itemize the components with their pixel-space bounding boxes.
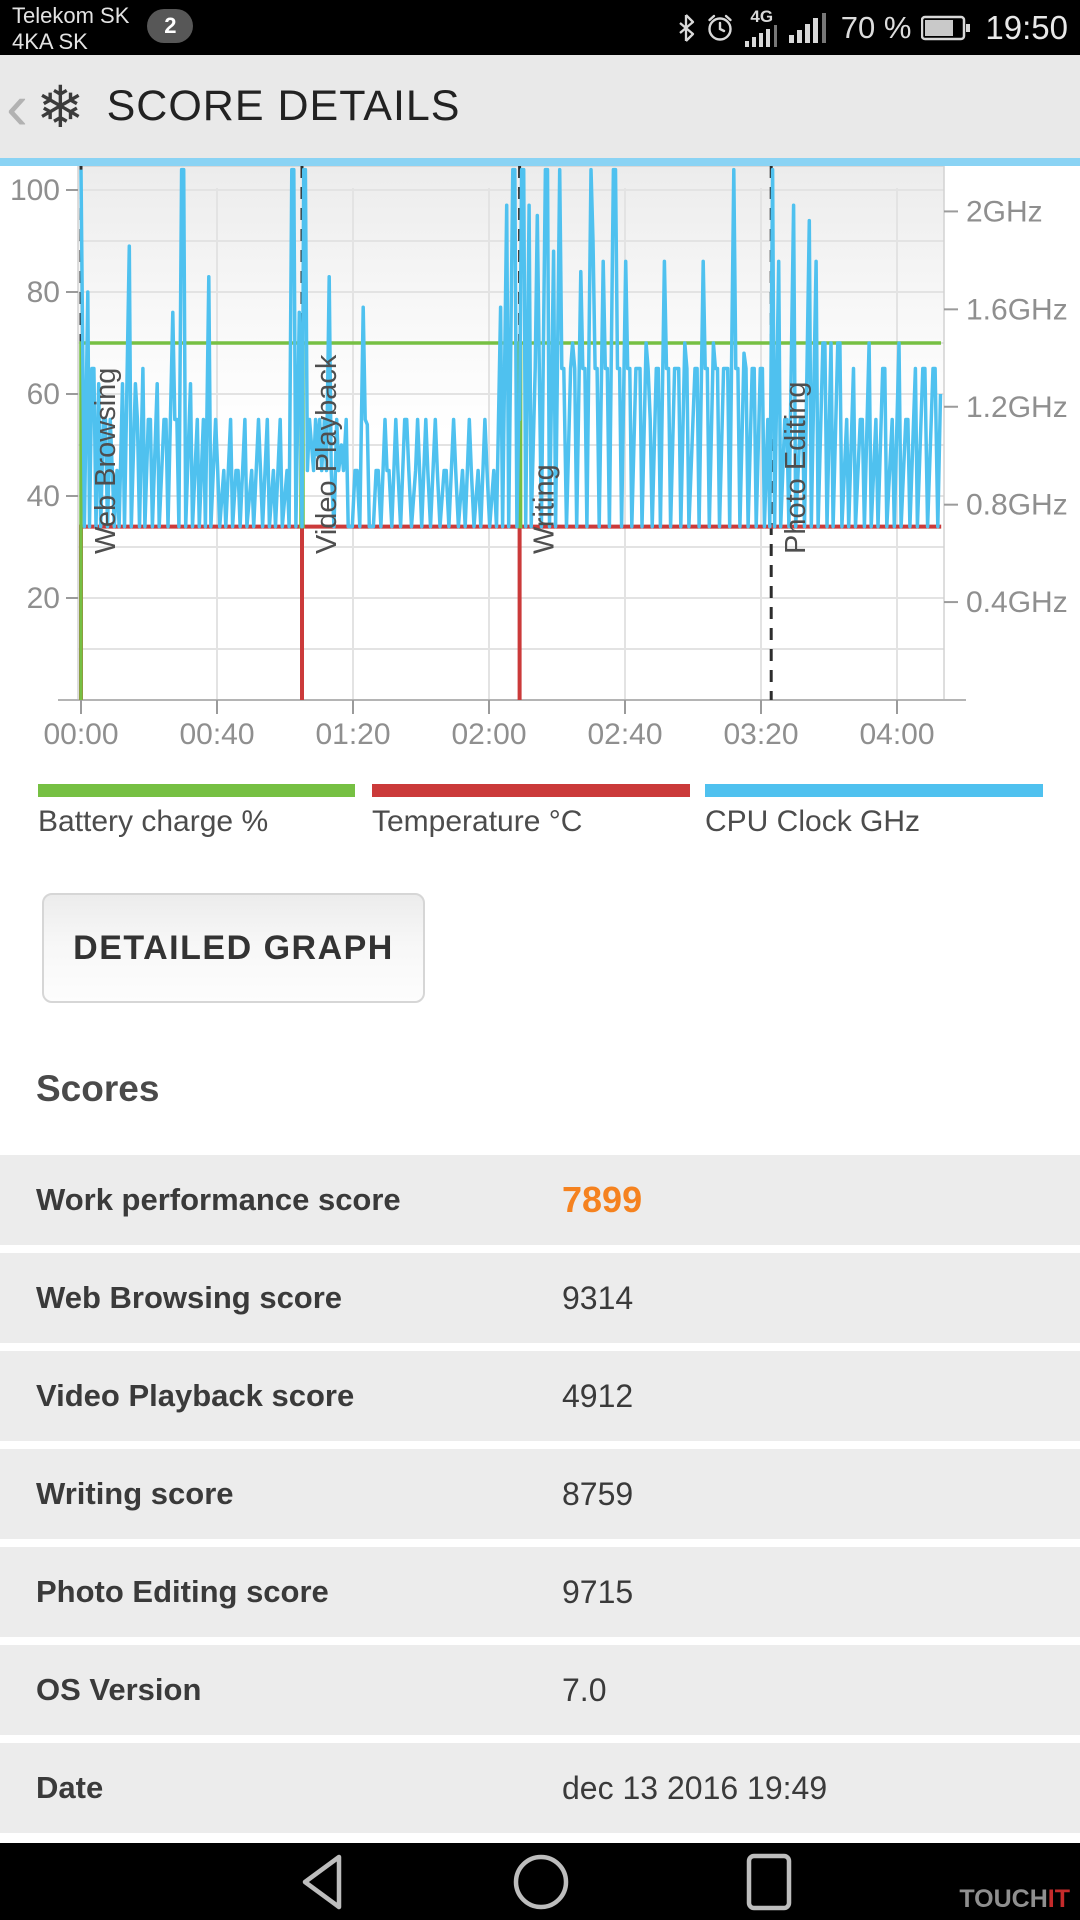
alarm-icon	[705, 13, 735, 43]
score-row: Writing score 8759	[0, 1449, 1080, 1539]
svg-text:0.8GHz: 0.8GHz	[966, 489, 1068, 522]
legend-item: Battery charge %	[38, 784, 355, 839]
bluetooth-icon	[677, 13, 695, 42]
score-row: Video Playback score 4912	[0, 1351, 1080, 1441]
benchmark-monitoring-chart: 00:00 00:40 01:20 02:00 02:40 03:20 04:00 100 80…	[10, 166, 1068, 751]
score-row-label: Work performance score	[36, 1182, 401, 1217]
score-row-value: 4912	[562, 1377, 634, 1414]
clock-label: 19:50	[985, 8, 1068, 46]
svg-text:00:00: 00:00	[43, 718, 118, 751]
scores-table: Work performance score 7899 Web Browsing s…	[0, 1155, 1080, 1841]
svg-text:1.6GHz: 1.6GHz	[966, 293, 1068, 326]
app-header: ‹ ❄ SCORE DETAILS	[0, 55, 1080, 158]
nav-recents-button[interactable]	[740, 1853, 798, 1911]
sim1-signal-bars-icon	[744, 25, 777, 47]
score-row: Date dec 13 2016 19:49	[0, 1743, 1080, 1833]
score-row-label: OS Version	[36, 1672, 202, 1707]
svg-text:0.4GHz: 0.4GHz	[966, 586, 1068, 619]
svg-text:80: 80	[27, 276, 60, 309]
score-row-value: 9715	[562, 1573, 634, 1610]
sim1-network-indicator: 4G	[744, 7, 779, 47]
svg-text:Web Browsing: Web Browsing	[90, 368, 122, 554]
legend-swatch	[372, 784, 690, 797]
svg-text:100: 100	[10, 174, 60, 207]
nav-home-button[interactable]	[512, 1853, 570, 1911]
legend-label: Temperature °C	[372, 805, 583, 838]
score-row: Work performance score 7899	[0, 1155, 1080, 1245]
svg-text:60: 60	[27, 378, 60, 411]
svg-text:40: 40	[27, 480, 60, 513]
sim2-signal-bars-icon	[788, 12, 829, 43]
score-row: Web Browsing score 9314	[0, 1253, 1080, 1343]
watermark-red: IT	[1047, 1885, 1070, 1913]
svg-text:Writing: Writing	[529, 464, 561, 554]
svg-text:02:00: 02:00	[451, 718, 526, 751]
svg-text:Video Playback: Video Playback	[311, 354, 343, 554]
score-row: Photo Editing score 9715	[0, 1547, 1080, 1637]
status-carrier-block: Telekom SK 4KA SK 2	[12, 1, 194, 55]
svg-text:20: 20	[27, 582, 60, 615]
page-title: SCORE DETAILS	[106, 82, 461, 130]
android-navbar: TOUCHIT	[0, 1843, 1080, 1920]
status-bar: Telekom SK 4KA SK 2 4G	[0, 0, 1080, 55]
svg-text:02:40: 02:40	[587, 718, 662, 751]
status-icons: 4G 70 %	[677, 8, 1068, 47]
battery-percent-label: 70 %	[840, 9, 912, 45]
legend-item: CPU Clock GHz	[705, 784, 1043, 839]
legend-item: Temperature °C	[372, 784, 690, 839]
battery-icon	[921, 14, 971, 42]
back-button[interactable]: ‹	[6, 69, 28, 144]
scores-heading: Scores	[36, 1068, 160, 1109]
svg-text:2GHz: 2GHz	[966, 195, 1043, 228]
carrier-name-2: 4KA SK	[12, 28, 88, 54]
carrier-name-1: Telekom SK	[12, 2, 130, 28]
watermark: TOUCHIT	[959, 1885, 1070, 1914]
score-row-label: Writing score	[36, 1476, 234, 1511]
score-row-value: dec 13 2016 19:49	[562, 1769, 828, 1806]
score-row-label: Date	[36, 1770, 104, 1805]
chart-top-accent-bar	[0, 158, 1080, 166]
svg-text:Photo Editing: Photo Editing	[780, 381, 812, 554]
score-row-label: Photo Editing score	[36, 1574, 329, 1609]
legend-swatch	[705, 784, 1043, 797]
legend-swatch	[38, 784, 355, 797]
score-row-value: 7899	[562, 1179, 643, 1220]
svg-text:03:20: 03:20	[723, 718, 798, 751]
svg-text:1.2GHz: 1.2GHz	[966, 391, 1068, 424]
snowflake-icon: ❄	[35, 72, 85, 141]
watermark-gray: TOUCH	[959, 1885, 1048, 1913]
svg-text:00:40: 00:40	[179, 718, 254, 751]
score-row-value: 9314	[562, 1279, 634, 1316]
detailed-graph-button[interactable]: DETAILED GRAPH	[42, 893, 425, 1003]
svg-text:04:00: 04:00	[859, 718, 934, 751]
notification-count-badge: 2	[147, 8, 194, 43]
legend-label: CPU Clock GHz	[705, 805, 921, 838]
score-row-value: 8759	[562, 1475, 634, 1512]
network-type-label: 4G	[750, 7, 774, 26]
nav-back-button[interactable]	[292, 1853, 352, 1911]
svg-text:01:20: 01:20	[315, 718, 390, 751]
score-row: OS Version 7.0	[0, 1645, 1080, 1735]
score-row-label: Video Playback score	[36, 1378, 355, 1413]
legend-label: Battery charge %	[38, 805, 269, 838]
score-row-value: 7.0	[562, 1671, 607, 1708]
score-row-label: Web Browsing score	[36, 1280, 343, 1315]
chart-legend: Battery charge % Temperature °C CPU Clock …	[0, 784, 1080, 854]
